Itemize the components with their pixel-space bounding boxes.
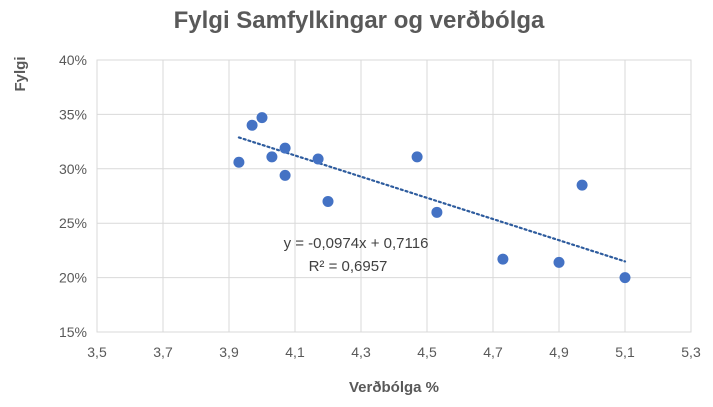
y-tick-label: 15% xyxy=(59,324,87,340)
data-point xyxy=(256,112,268,124)
x-tick-label: 4,5 xyxy=(417,344,437,360)
x-tick-label: 4,7 xyxy=(483,344,503,360)
data-point xyxy=(279,142,291,154)
data-point xyxy=(576,179,588,191)
data-point xyxy=(322,195,334,207)
x-tick-label: 3,9 xyxy=(219,344,239,360)
data-point xyxy=(411,151,423,163)
data-point xyxy=(553,256,565,268)
chart-title: Fylgi Samfylkingar og verðbólga xyxy=(174,7,545,34)
y-tick-label: 35% xyxy=(59,106,87,122)
y-tick-label: 25% xyxy=(59,215,87,231)
trendline xyxy=(237,136,627,263)
x-tick-label: 4,3 xyxy=(351,344,371,360)
y-tick-label: 20% xyxy=(59,270,87,286)
data-point xyxy=(233,156,245,168)
x-tick-label: 4,1 xyxy=(285,344,305,360)
data-point xyxy=(279,169,291,181)
trendline-equation: y = -0,0974x + 0,7116 xyxy=(284,235,429,252)
x-tick-label: 3,5 xyxy=(87,344,107,360)
x-tick-label: 3,7 xyxy=(153,344,173,360)
x-tick-label: 4,9 xyxy=(549,344,569,360)
y-axis-title: Fylgi xyxy=(12,56,29,91)
plot-area-border xyxy=(96,59,692,333)
x-tick-label: 5,3 xyxy=(681,344,701,360)
y-axis-ticks: 15% 20% 25% 30% 35% 40% xyxy=(59,52,87,340)
gridlines xyxy=(96,59,692,333)
x-axis-ticks: 3,5 3,7 3,9 4,1 4,3 4,5 4,7 4,9 5,1 5,3 xyxy=(87,344,701,360)
x-tick-label: 5,1 xyxy=(615,344,635,360)
data-points xyxy=(233,112,631,284)
y-tick-label: 30% xyxy=(59,161,87,177)
x-axis-title: Verðbólga % xyxy=(349,379,439,396)
data-point xyxy=(619,272,631,284)
data-point xyxy=(266,151,278,163)
data-point xyxy=(312,153,324,165)
y-tick-label: 40% xyxy=(59,52,87,68)
data-point xyxy=(497,253,509,265)
data-point xyxy=(246,119,258,131)
data-point xyxy=(431,206,443,218)
r-squared-label: R² = 0,6957 xyxy=(309,258,388,275)
